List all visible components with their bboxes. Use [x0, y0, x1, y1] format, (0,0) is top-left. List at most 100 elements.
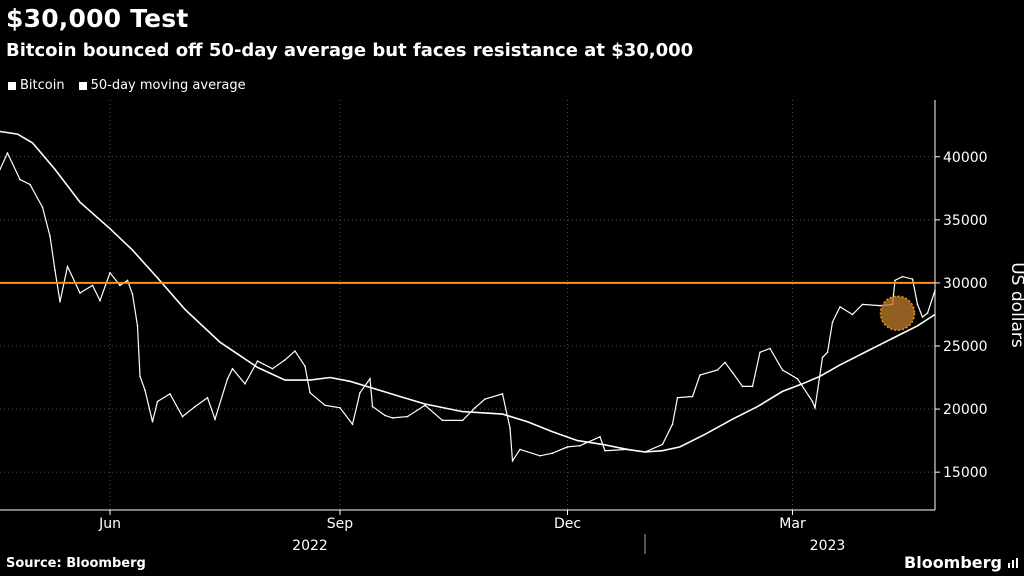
bitcoin-data-point	[41, 206, 44, 208]
bitcoin-data-point	[66, 265, 69, 268]
bitcoin-data-point	[509, 427, 511, 429]
bitcoin-data-point	[206, 396, 209, 399]
bitcoin-data-point	[131, 293, 134, 296]
bitcoin-data-point	[284, 359, 286, 361]
bitcoin-data-point	[181, 415, 184, 418]
chart-subtitle: Bitcoin bounced off 50-day average but f…	[6, 40, 694, 61]
bitcoin-data-point	[231, 367, 234, 370]
bitcoin-data-point	[626, 448, 629, 451]
chart-overlay	[0, 281, 935, 331]
x-tick-label: Jun	[98, 516, 121, 532]
bitcoin-data-point	[644, 451, 646, 453]
bitcoin-data-point	[256, 360, 259, 362]
bitcoin-data-point	[109, 272, 111, 274]
bitcoin-data-point	[796, 378, 799, 380]
bitcoin-data-point	[424, 404, 426, 407]
bitcoin-data-point	[741, 385, 744, 388]
bitcoin-data-point	[294, 350, 296, 352]
moving-average-line	[0, 130, 936, 453]
bitcoin-data-point	[339, 407, 341, 409]
bitcoin-data-point	[139, 375, 141, 378]
bitcoin-data-point	[519, 448, 521, 451]
bitcoin-data-point	[814, 407, 816, 409]
bitcoin-data-point	[369, 378, 371, 380]
bitcoin-data-point	[916, 303, 919, 306]
bitcoin-data-point	[309, 391, 311, 394]
bitcoin-data-point	[54, 269, 56, 272]
bitcoin-data-point	[839, 306, 841, 308]
bitcoin-data-point	[879, 304, 881, 307]
chart-title: $30,000 Test	[6, 4, 189, 33]
bitcoin-data-point	[126, 279, 129, 282]
bitcoin-data-point	[934, 289, 936, 292]
y-tick-label: 25000	[943, 339, 988, 355]
y-tick-label: 20000	[943, 402, 988, 418]
bitcoin-data-point	[781, 369, 784, 371]
bitcoin-data-point	[901, 275, 904, 278]
bitcoin-data-point	[441, 419, 444, 422]
bitcoin-data-point	[29, 183, 31, 186]
bitcoin-data-point	[384, 414, 386, 417]
bitcoin-data-point	[661, 443, 664, 446]
bitcoin-data-point	[271, 367, 274, 370]
bloomberg-mark-icon	[1008, 558, 1018, 568]
bitcoin-data-point	[716, 369, 719, 371]
bitcoin-data-point	[99, 299, 101, 302]
legend-swatch-bitcoin	[8, 81, 16, 90]
chart-axes: 15000 20000 25000 30000 35000 40000 Jun Sep Dec M…	[0, 100, 988, 554]
bitcoin-data-point	[851, 313, 854, 316]
bitcoin-data-point	[49, 235, 51, 237]
bitcoin-data-point	[579, 444, 581, 447]
bitcoin-data-point	[861, 303, 864, 306]
y-axis-title: US dollars	[1007, 262, 1024, 348]
bitcoin-data-point	[19, 178, 21, 181]
bitcoin-data-point	[926, 312, 929, 315]
bitcoin-data-point	[351, 423, 354, 426]
bitcoin-data-point	[831, 321, 834, 323]
legend-label-bitcoin: Bitcoin	[20, 78, 65, 93]
bitcoin-data-point	[214, 418, 216, 421]
bitcoin-data-point	[144, 389, 146, 392]
chart-series	[0, 130, 936, 463]
bitcoin-data-point	[751, 385, 754, 388]
bitcoin-price-line	[0, 151, 936, 463]
x-tick-label: Dec	[554, 516, 581, 532]
bitcoin-data-point	[671, 423, 674, 426]
bitcoin-data-point	[501, 393, 504, 395]
bitcoin-data-point	[894, 279, 896, 282]
bitcoin-data-point	[59, 301, 61, 303]
legend-label-moving-average: 50-day moving average	[90, 78, 246, 93]
y-tick-label: 30000	[943, 276, 988, 292]
bitcoin-data-point	[324, 404, 326, 407]
bitcoin-data-point	[91, 284, 94, 287]
x-tick-label: Mar	[779, 516, 806, 532]
bitcoin-data-point	[79, 292, 81, 294]
chart-legend: Bitcoin 50-day moving average	[8, 78, 246, 93]
bitcoin-data-point	[731, 371, 734, 374]
year-label: 2022	[292, 538, 328, 554]
bitcoin-data-point	[759, 351, 761, 354]
bitcoin-data-point	[371, 405, 374, 408]
bitcoin-data-point	[151, 420, 154, 423]
bitcoin-data-point	[136, 325, 139, 327]
bitcoin-data-point	[921, 316, 924, 318]
legend-item-moving-average: 50-day moving average	[78, 78, 246, 93]
legend-item-bitcoin: Bitcoin	[8, 78, 65, 93]
bitcoin-data-point	[304, 365, 306, 368]
bitcoin-data-point	[691, 395, 694, 398]
bitcoin-data-point	[551, 452, 554, 455]
bitcoin-data-point	[461, 419, 464, 422]
bitcoin-data-point	[826, 351, 829, 354]
bitcoin-data-point	[699, 374, 701, 376]
bitcoin-data-point	[391, 417, 394, 419]
y-tick-label: 15000	[943, 465, 988, 481]
year-label: 2023	[810, 538, 846, 554]
bitcoin-data-point	[474, 407, 476, 409]
legend-swatch-moving-average	[78, 81, 87, 90]
bitcoin-data-point	[119, 284, 121, 287]
bitcoin-data-point	[0, 168, 1, 171]
bitcoin-data-point	[821, 356, 824, 359]
bitcoin-data-point	[511, 460, 514, 462]
bitcoin-data-point	[769, 347, 771, 350]
